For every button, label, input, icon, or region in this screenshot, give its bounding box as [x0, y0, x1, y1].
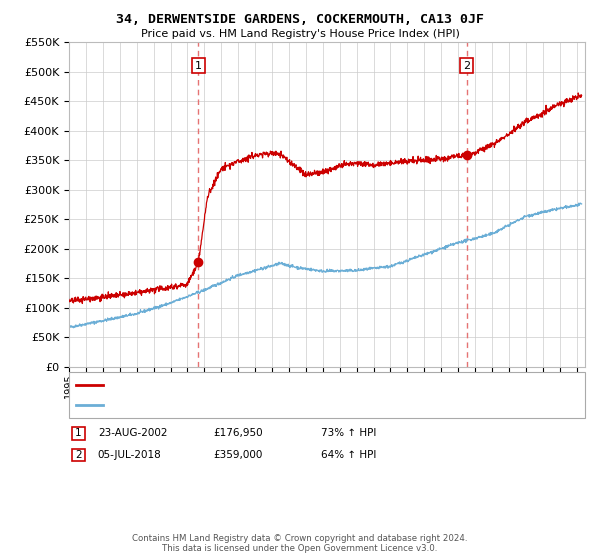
- Text: Contains HM Land Registry data © Crown copyright and database right 2024.
This d: Contains HM Land Registry data © Crown c…: [132, 534, 468, 553]
- Text: 2: 2: [75, 450, 82, 460]
- Text: £359,000: £359,000: [213, 450, 262, 460]
- Text: HPI: Average price, detached house, Cumberland: HPI: Average price, detached house, Cumb…: [110, 400, 351, 410]
- Text: 05-JUL-2018: 05-JUL-2018: [98, 450, 161, 460]
- Text: 2: 2: [463, 60, 470, 71]
- Text: 34, DERWENTSIDE GARDENS, COCKERMOUTH, CA13 0JF: 34, DERWENTSIDE GARDENS, COCKERMOUTH, CA…: [116, 13, 484, 26]
- Text: £176,950: £176,950: [213, 428, 263, 438]
- Text: 1: 1: [195, 60, 202, 71]
- Text: 34, DERWENTSIDE GARDENS, COCKERMOUTH, CA13 0JF (detached house): 34, DERWENTSIDE GARDENS, COCKERMOUTH, CA…: [110, 380, 474, 390]
- Text: 1: 1: [75, 428, 82, 438]
- Text: 73% ↑ HPI: 73% ↑ HPI: [321, 428, 376, 438]
- Text: 23-AUG-2002: 23-AUG-2002: [98, 428, 167, 438]
- Text: Price paid vs. HM Land Registry's House Price Index (HPI): Price paid vs. HM Land Registry's House …: [140, 29, 460, 39]
- Text: 64% ↑ HPI: 64% ↑ HPI: [321, 450, 376, 460]
